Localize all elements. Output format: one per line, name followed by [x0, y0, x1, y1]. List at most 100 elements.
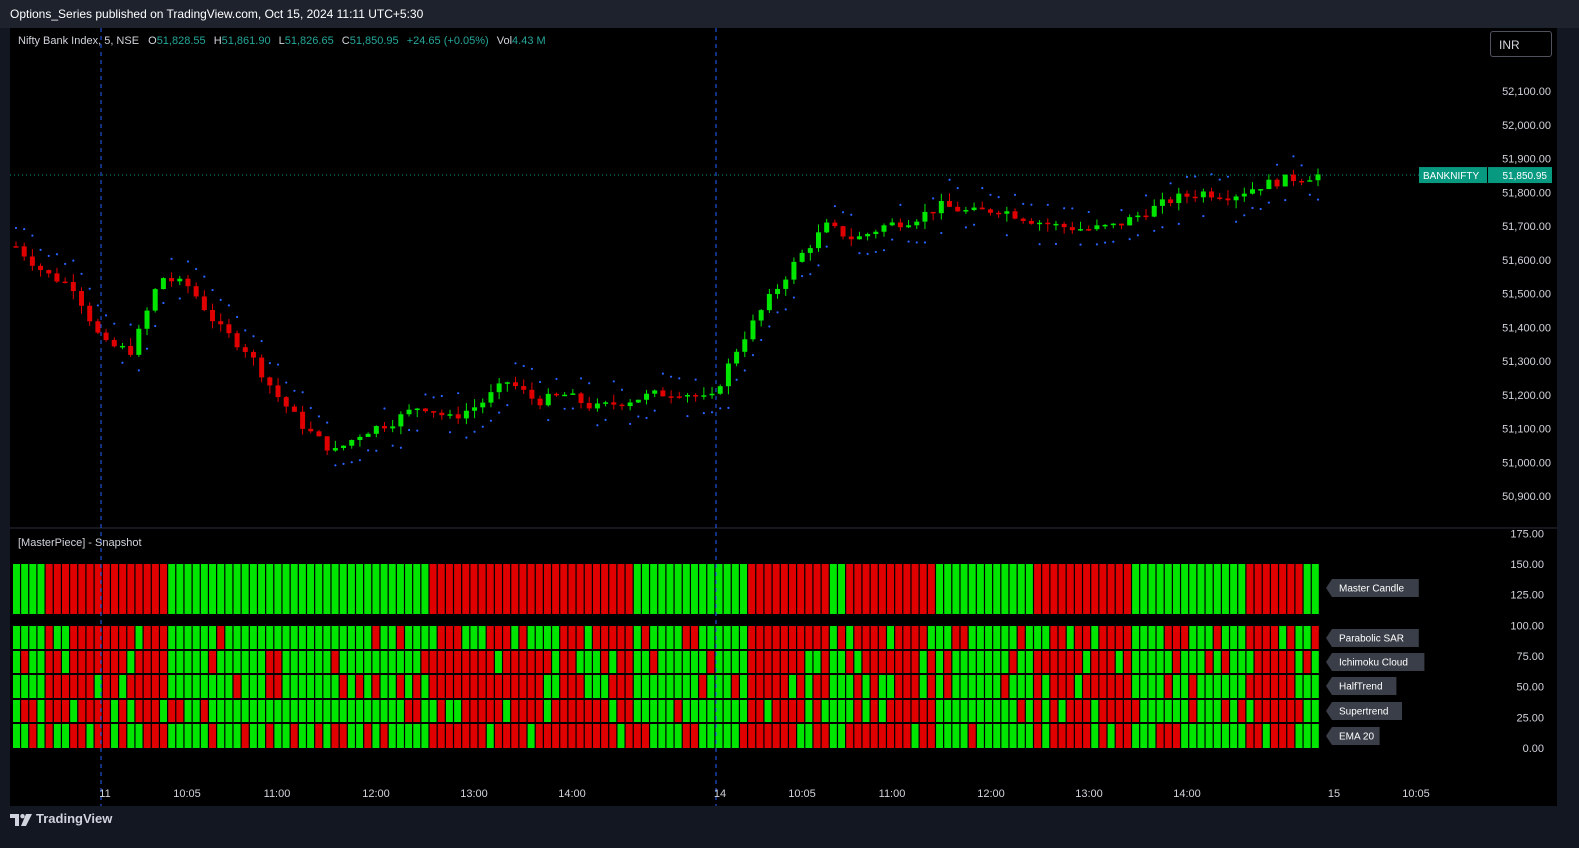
- change-value: +24.65 (+0.05%): [406, 35, 489, 47]
- snapshot-bar: [503, 700, 511, 722]
- snapshot-bar: [62, 700, 69, 722]
- snapshot-bar: [764, 700, 772, 722]
- snapshot-bar: [1287, 564, 1295, 614]
- snapshot-bar: [111, 626, 118, 649]
- sar-dot: [1030, 203, 1033, 206]
- snapshot-bar: [249, 700, 257, 722]
- snapshot-bar: [838, 564, 846, 614]
- snapshot-bar: [1213, 700, 1221, 722]
- candle-body: [1299, 180, 1305, 183]
- snapshot-bar: [691, 564, 698, 614]
- candle-body: [521, 386, 527, 390]
- candle-body: [873, 231, 879, 235]
- snapshot-bar: [1025, 564, 1033, 614]
- sar-dot: [1022, 202, 1025, 205]
- snapshot-bar: [1172, 564, 1180, 614]
- snapshot-bar: [633, 700, 641, 722]
- snapshot-bar: [609, 651, 617, 673]
- snapshot-bar: [429, 675, 437, 698]
- sar-dot: [481, 425, 484, 428]
- sar-dot: [801, 275, 804, 278]
- indicator-title[interactable]: [MasterPiece] - Snapshot: [18, 537, 142, 549]
- sar-dot: [489, 419, 493, 422]
- time-axis-label: 14: [714, 788, 726, 800]
- sar-dot: [358, 459, 362, 462]
- snapshot-bar: [454, 675, 462, 698]
- snapshot-bar: [1099, 700, 1107, 722]
- snapshot-bar: [1001, 700, 1009, 722]
- snapshot-bar: [1001, 675, 1009, 698]
- sar-dot: [1267, 201, 1270, 204]
- symbol-title[interactable]: Nifty Bank Index, 5, NSE: [18, 35, 140, 47]
- snapshot-bar: [21, 626, 29, 649]
- snapshot-bar: [53, 564, 61, 614]
- snapshot-bar: [429, 564, 437, 614]
- snapshot-bar: [838, 724, 846, 748]
- snapshot-bar: [911, 651, 919, 673]
- chart-area[interactable]: 52,100.00 52,000.00 51,900.00 51,800.00 51,7…: [10, 28, 1557, 806]
- snapshot-bar: [780, 564, 788, 614]
- indicator-axis-label: 100.00: [1510, 620, 1544, 632]
- low-label: L: [278, 35, 285, 47]
- publish-text: Options_Series published on TradingView.…: [10, 7, 424, 21]
- sar-dot: [448, 431, 452, 434]
- snapshot-bar: [405, 675, 413, 698]
- snapshot-bar: [968, 675, 976, 698]
- indicator-axis-label: 125.00: [1510, 590, 1544, 602]
- symbol-legend[interactable]: Nifty Bank Index, 5, NSE O51,828.55 H51,…: [18, 35, 546, 47]
- snapshot-bar: [601, 564, 609, 614]
- snapshot-bar: [45, 564, 53, 614]
- snapshot-bar: [1156, 675, 1164, 698]
- candle-body: [38, 265, 44, 271]
- snapshot-bar: [1091, 724, 1099, 748]
- snapshot-bar: [478, 700, 486, 722]
- snapshot-bar: [102, 626, 110, 649]
- sar-dot: [571, 407, 574, 410]
- snapshot-bar: [740, 700, 747, 722]
- snapshot-bar: [560, 626, 568, 649]
- snapshot-bar: [29, 564, 37, 614]
- sar-dot: [645, 416, 648, 420]
- snapshot-bar: [1140, 700, 1148, 722]
- snapshot-bar: [176, 626, 184, 649]
- sar-dot: [391, 444, 394, 447]
- candle-body: [578, 393, 584, 404]
- snapshot-bar: [1115, 700, 1123, 722]
- sar-dot: [432, 396, 435, 399]
- sar-dot: [768, 325, 771, 328]
- currency-button[interactable]: INR: [1490, 31, 1552, 57]
- snapshot-bar: [339, 626, 347, 649]
- snapshot-bar: [1083, 651, 1091, 673]
- snapshot-bar: [1050, 564, 1058, 614]
- snapshot-bar: [1074, 651, 1082, 673]
- snapshot-bar: [249, 626, 257, 649]
- sar-dot: [850, 213, 853, 216]
- snapshot-bar: [797, 700, 805, 722]
- high-value: 51,861.90: [221, 35, 271, 47]
- snapshot-bar: [347, 675, 355, 698]
- sar-dot: [547, 418, 550, 422]
- snapshot-bar: [1050, 651, 1058, 673]
- snapshot-bar: [715, 564, 723, 614]
- snapshot-bar: [53, 700, 61, 722]
- snapshot-bar: [323, 564, 331, 614]
- snapshot-bar: [1254, 651, 1262, 673]
- snapshot-bar: [209, 675, 217, 698]
- snapshot-bar: [960, 724, 968, 748]
- price-axis-label: 50,900.00: [1502, 491, 1551, 503]
- snapshot-bar: [298, 651, 306, 673]
- chart-canvas[interactable]: 52,100.00 52,000.00 51,900.00 51,800.00 51,7…: [10, 28, 1557, 806]
- sar-dot: [866, 252, 869, 255]
- snapshot-bar: [658, 626, 666, 649]
- sar-dot: [669, 375, 673, 378]
- tradingview-logo[interactable]: TradingView: [10, 811, 112, 826]
- snapshot-bar: [985, 626, 993, 649]
- snapshot-bar: [1197, 700, 1205, 722]
- tradingview-brand: TradingView: [36, 811, 113, 826]
- snapshot-bar: [486, 675, 494, 698]
- sar-dot: [620, 388, 624, 391]
- candle-body: [1069, 227, 1075, 231]
- sar-dot: [612, 380, 615, 383]
- snapshot-bar: [70, 651, 78, 673]
- candle-body: [840, 226, 846, 237]
